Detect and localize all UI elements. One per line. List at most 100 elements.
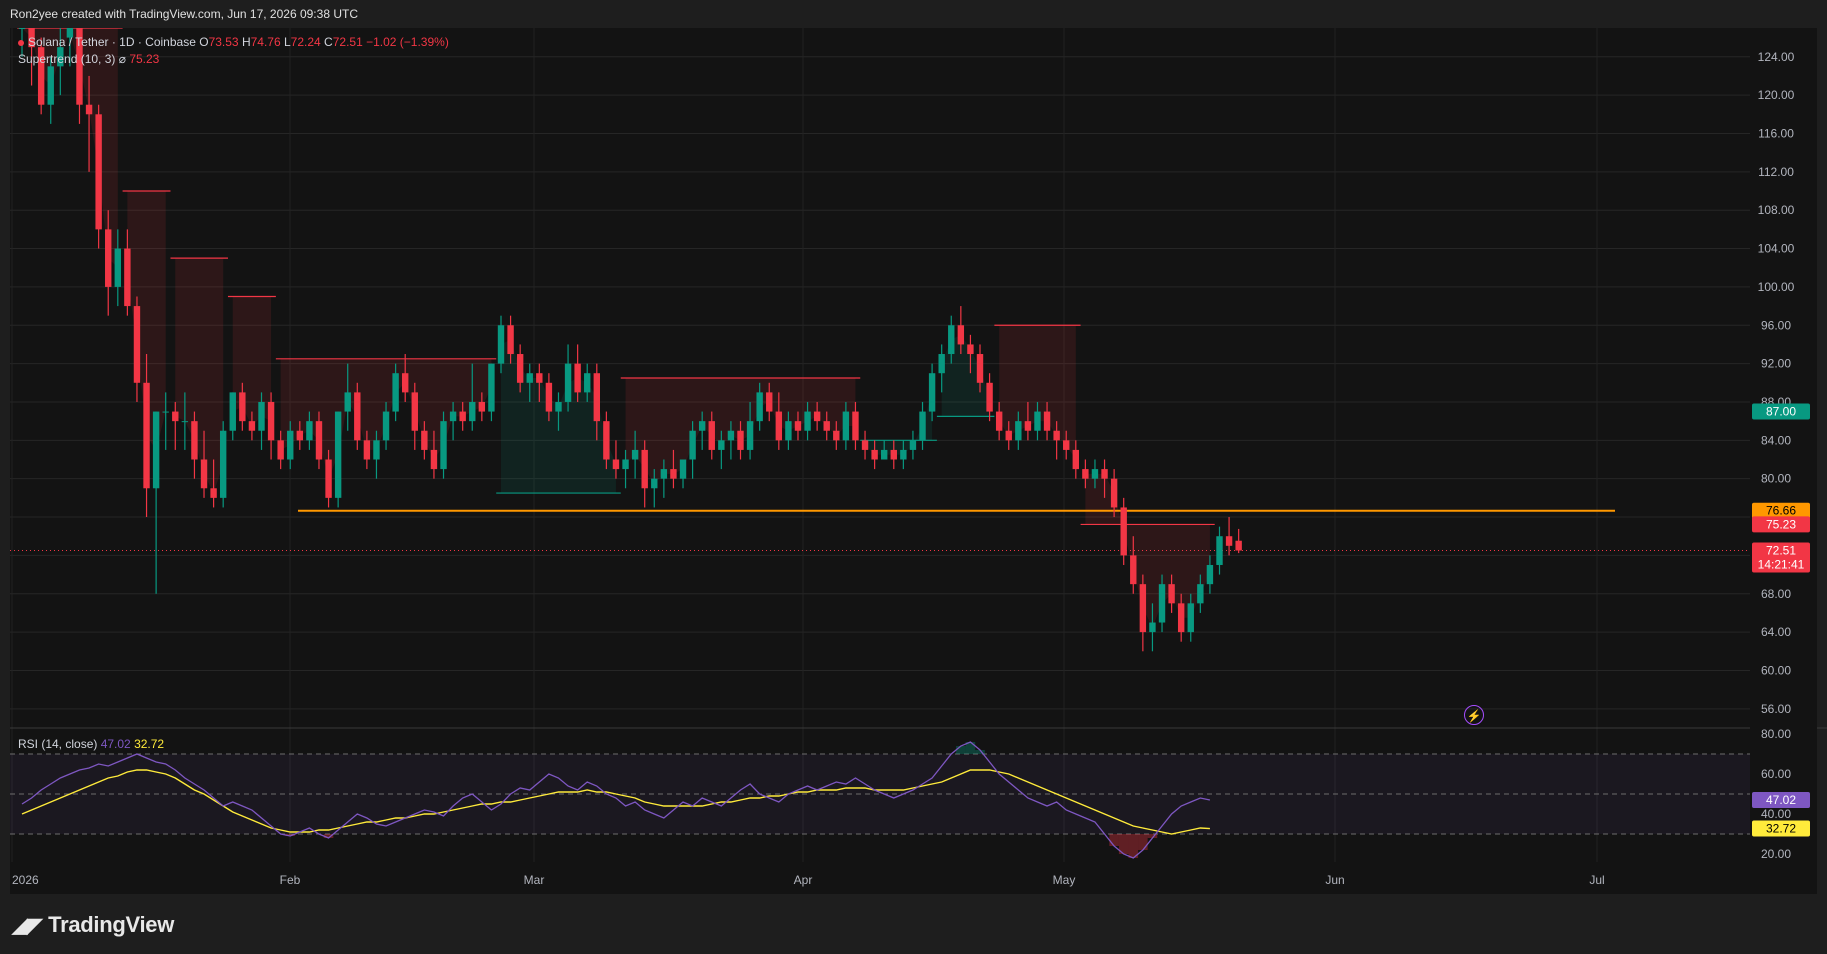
candle[interactable] (1015, 411, 1022, 450)
candle[interactable] (976, 344, 984, 393)
candle[interactable] (85, 75, 93, 172)
candle[interactable] (689, 421, 696, 479)
candle[interactable] (210, 459, 217, 508)
candle[interactable] (1120, 497, 1127, 565)
candle[interactable] (1177, 593, 1185, 642)
candle[interactable] (315, 411, 323, 470)
candle[interactable] (545, 373, 553, 422)
candle[interactable] (373, 430, 380, 479)
candle[interactable] (766, 382, 773, 422)
candle[interactable] (631, 430, 639, 479)
candle[interactable] (555, 392, 562, 431)
candle[interactable] (459, 401, 466, 431)
candle[interactable] (497, 315, 505, 374)
candle[interactable] (737, 421, 744, 460)
candle[interactable] (746, 401, 754, 460)
symbol-row[interactable]: Solana / Tether · 1D · Coinbase O73.53 H… (18, 34, 449, 51)
candle[interactable] (449, 401, 457, 441)
symbol-title[interactable]: Solana / Tether · 1D · Coinbase (28, 35, 196, 49)
candle[interactable] (919, 401, 926, 450)
candle[interactable] (1216, 526, 1223, 575)
candle[interactable] (248, 411, 256, 441)
candle[interactable] (967, 334, 974, 374)
candle[interactable] (488, 363, 495, 422)
candle[interactable] (152, 411, 160, 594)
candle[interactable] (287, 421, 294, 470)
candle[interactable] (239, 382, 246, 431)
candle[interactable] (172, 401, 179, 450)
candle[interactable] (785, 411, 792, 450)
candle[interactable] (37, 37, 45, 115)
candle[interactable] (124, 229, 131, 316)
candle[interactable] (363, 430, 371, 470)
candle[interactable] (1043, 401, 1051, 441)
candle[interactable] (1206, 555, 1214, 594)
candle[interactable] (1034, 401, 1041, 441)
candle[interactable] (660, 459, 668, 498)
candle[interactable] (698, 411, 706, 450)
candle[interactable] (392, 363, 399, 422)
candle[interactable] (76, 18, 83, 124)
candle[interactable] (1101, 459, 1108, 498)
candle[interactable] (354, 382, 361, 450)
candle[interactable] (909, 430, 917, 460)
candle[interactable] (775, 392, 783, 450)
price-axis[interactable]: 124.00 120.00 116.00 112.00 108.00 104.00 100.… (1750, 28, 1817, 862)
lightning-icon[interactable]: ⚡ (1464, 705, 1484, 725)
candle[interactable] (833, 421, 840, 450)
candle[interactable] (411, 382, 418, 450)
candle[interactable] (1053, 421, 1060, 460)
candle[interactable] (200, 430, 208, 498)
candle[interactable] (1110, 469, 1118, 518)
indicator-row[interactable]: Supertrend (10, 3) ⌀ 75.23 (18, 51, 449, 68)
candle[interactable] (900, 440, 907, 470)
candle[interactable] (229, 392, 236, 441)
candle[interactable] (871, 440, 878, 470)
candle[interactable] (306, 411, 313, 450)
main-legend[interactable]: Solana / Tether · 1D · Coinbase O73.53 H… (18, 34, 449, 68)
tradingview-logo[interactable]: ◢◤ TradingView (12, 912, 174, 938)
candle[interactable] (536, 363, 543, 402)
candle[interactable] (612, 440, 620, 479)
candle[interactable] (593, 363, 600, 441)
candle[interactable] (267, 392, 275, 460)
candle[interactable] (277, 430, 284, 470)
candle[interactable] (114, 229, 121, 307)
rsi-legend[interactable]: RSI (14, close) 47.02 32.72 (18, 737, 164, 751)
candle[interactable] (382, 401, 390, 450)
candle[interactable] (421, 421, 428, 460)
candle[interactable] (440, 411, 447, 479)
candle[interactable] (1072, 440, 1079, 479)
candle[interactable] (603, 411, 610, 470)
time-axis[interactable]: 2026 Feb Mar Apr May Jun Jul (12, 873, 1605, 887)
candle[interactable] (296, 421, 304, 450)
candle[interactable] (334, 411, 342, 508)
candle[interactable] (1168, 574, 1175, 613)
candle[interactable] (1005, 421, 1012, 450)
candle[interactable] (478, 392, 486, 422)
candle[interactable] (804, 401, 811, 441)
candle[interactable] (881, 440, 888, 460)
candle[interactable] (718, 430, 725, 470)
candle[interactable] (948, 315, 955, 364)
candle[interactable] (957, 306, 965, 355)
candle[interactable] (574, 344, 581, 402)
candle[interactable] (679, 459, 687, 489)
candle[interactable] (57, 28, 64, 96)
candle[interactable] (1130, 536, 1137, 594)
candle[interactable] (794, 411, 802, 441)
candle[interactable] (861, 430, 869, 460)
candle[interactable] (756, 382, 763, 431)
candle[interactable] (1139, 574, 1147, 652)
candle[interactable] (105, 210, 112, 316)
candle[interactable] (162, 392, 169, 450)
candle[interactable] (430, 430, 438, 479)
candle[interactable] (651, 469, 658, 508)
candle[interactable] (1197, 574, 1204, 613)
candle[interactable] (842, 401, 850, 450)
rsi-label[interactable]: RSI (14, close) (18, 737, 98, 751)
candle[interactable] (1091, 459, 1099, 489)
candle[interactable] (181, 392, 189, 450)
candle[interactable] (622, 449, 629, 489)
